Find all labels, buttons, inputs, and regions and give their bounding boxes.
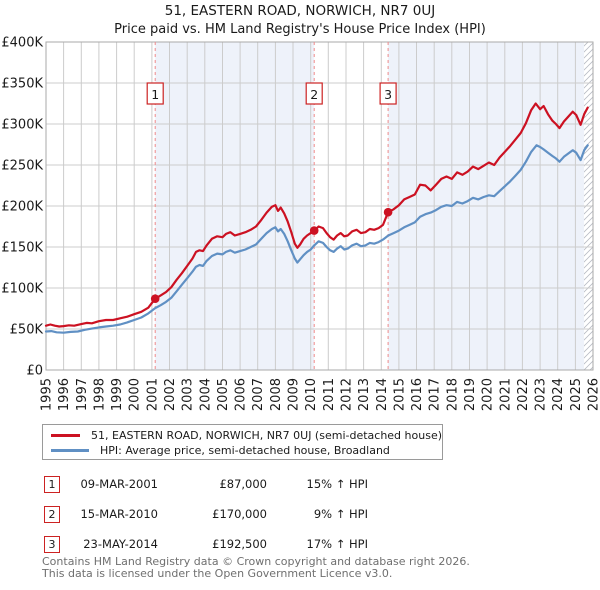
legend-item-hpi: HPI: Average price, semi-detached house,…	[43, 443, 442, 458]
price-history-chart: 1 2 3 £0 £50K £100K £150K £200K £250K £300K £350K £…	[1, 36, 600, 412]
y-axis-tick-label: £300K	[1, 118, 43, 133]
legend-label-hpi: HPI: Average price, semi-detached house,…	[100, 444, 390, 457]
page-title: 51, EASTERN ROAD, NORWICH, NR7 0UJ	[164, 3, 436, 19]
x-axis-tick-label: 1998	[92, 378, 107, 411]
x-axis-tick-label: 2019	[463, 378, 478, 411]
y-axis-tick-label: £50K	[10, 323, 44, 338]
transaction-price: £87,000	[219, 477, 267, 491]
legend-swatch-property	[51, 434, 81, 437]
x-axis-tick-label: 2008	[269, 378, 284, 411]
x-axis-tick-label: 2018	[445, 378, 460, 411]
sale-number-box	[379, 82, 397, 105]
x-axis-tick-label: 2006	[234, 378, 249, 411]
x-axis-tick-label: 2010	[304, 378, 319, 411]
x-axis-tick-label: 2014	[375, 378, 390, 411]
x-axis-tick-label: 2021	[498, 378, 513, 411]
legend-label-property: 51, EASTERN ROAD, NORWICH, NR7 0UJ (semi…	[91, 429, 442, 442]
sale-number-box	[146, 82, 164, 105]
x-axis-tick-label: 2025	[569, 378, 584, 411]
license-footer: Contains HM Land Registry data © Crown c…	[42, 556, 470, 580]
x-axis-tick-label: 1995	[40, 378, 55, 411]
hpi-line	[44, 144, 589, 334]
transaction-hpi-delta: 17% ↑ HPI	[306, 537, 368, 551]
transaction-number-badge: 1	[44, 476, 60, 493]
transaction-number-badge: 3	[44, 536, 60, 553]
sale-number-label: 2	[310, 87, 318, 102]
legend-item-property: 51, EASTERN ROAD, NORWICH, NR7 0UJ (semi…	[43, 428, 442, 443]
x-axis-tick-label: 2000	[128, 378, 143, 411]
sale-number-label: 3	[384, 87, 392, 102]
x-axis-tick-label: 1999	[110, 378, 125, 411]
transaction-price: £192,500	[212, 537, 267, 551]
transaction-hpi-delta: 15% ↑ HPI	[306, 477, 368, 491]
chart-legend: 51, EASTERN ROAD, NORWICH, NR7 0UJ (semi…	[42, 424, 443, 460]
footer-line-2: This data is licensed under the Open Gov…	[42, 567, 393, 580]
x-axis-tick-label: 1996	[57, 378, 72, 411]
transaction-hpi-delta: 9% ↑ HPI	[313, 507, 368, 521]
x-axis-tick-label: 2005	[216, 378, 231, 411]
sale-number-label: 1	[151, 87, 159, 102]
transaction-row: 1 09-MAR-2001 £87,000 15% ↑ HPI	[0, 476, 600, 494]
x-axis-tick-label: 2024	[551, 378, 566, 411]
x-axis-tick-label: 2001	[145, 378, 160, 411]
sale-point-dot	[383, 207, 393, 217]
y-axis-tick-label: £400K	[1, 36, 43, 51]
page-subtitle: Price paid vs. HM Land Registry's House …	[114, 22, 486, 37]
legend-swatch-hpi	[51, 449, 89, 452]
transaction-date: 23-MAY-2014	[83, 537, 158, 551]
y-axis-tick-label: £350K	[1, 77, 43, 92]
x-axis-tick-label: 2004	[198, 378, 213, 411]
footer-line-1: Contains HM Land Registry data © Crown c…	[42, 555, 470, 568]
sale-point-dot	[309, 226, 319, 235]
property-price-line	[44, 102, 589, 328]
transaction-row: 3 23-MAY-2014 £192,500 17% ↑ HPI	[0, 536, 600, 554]
transaction-date: 09-MAR-2001	[80, 477, 158, 491]
transaction-row: 2 15-MAR-2010 £170,000 9% ↑ HPI	[0, 506, 600, 524]
y-axis-tick-label: £200K	[1, 200, 43, 215]
y-axis-tick-label: £100K	[1, 282, 43, 297]
x-axis-tick-label: 2011	[322, 378, 337, 411]
y-axis-tick-label: £250K	[1, 159, 43, 174]
x-axis-tick-label: 2017	[428, 378, 443, 411]
y-axis-tick-label: £0	[26, 364, 43, 379]
x-axis-tick-label: 2023	[534, 378, 549, 411]
sale-point-dot	[150, 294, 160, 304]
x-axis-tick-label: 2016	[410, 378, 425, 411]
x-axis-tick-label: 2020	[481, 378, 496, 411]
x-axis-tick-label: 1997	[75, 378, 90, 411]
x-axis-tick-label: 2022	[516, 378, 531, 411]
y-axis-tick-label: £150K	[1, 241, 43, 256]
sale-number-box	[305, 82, 323, 105]
transaction-date: 15-MAR-2010	[80, 507, 158, 521]
transaction-price: £170,000	[212, 507, 267, 521]
x-axis-tick-label: 2007	[251, 378, 266, 411]
x-axis-tick-label: 2015	[392, 378, 407, 411]
x-axis-tick-label: 2009	[287, 378, 302, 411]
x-axis-tick-label: 2026	[587, 378, 600, 411]
x-axis-tick-label: 2003	[181, 378, 196, 411]
transaction-number-badge: 2	[44, 506, 60, 523]
x-axis-tick-label: 2013	[357, 378, 372, 411]
x-axis-tick-label: 2002	[163, 378, 178, 411]
x-axis-tick-label: 2012	[340, 378, 355, 411]
